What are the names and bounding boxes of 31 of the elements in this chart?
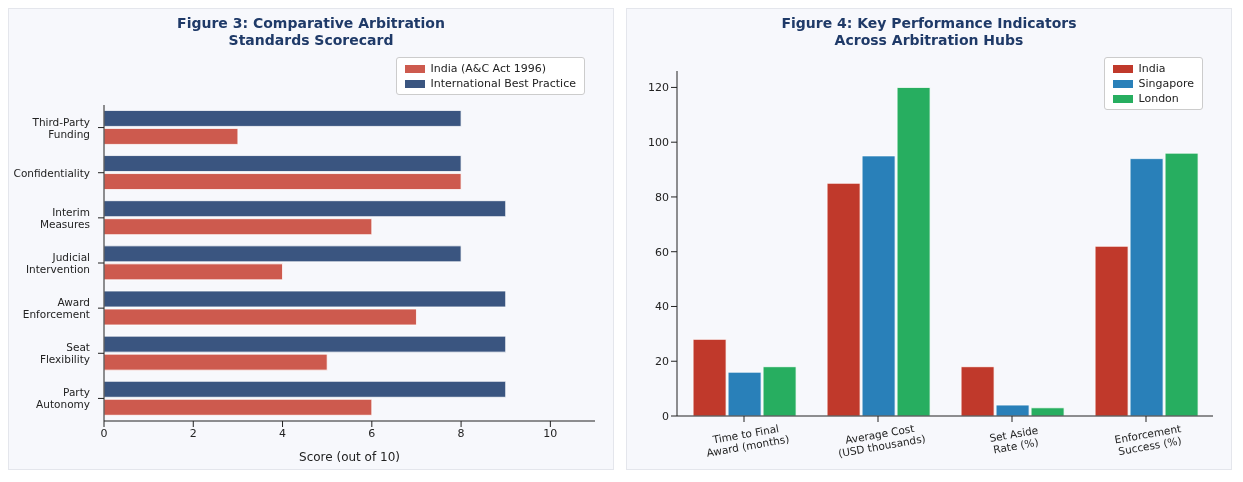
y-tick-label: Interim Measures [39,205,90,230]
x-axis-title: Score (out of 10) [299,450,400,464]
legend-label: Singapore [1138,76,1194,91]
y-tick-label: 120 [648,81,669,95]
legend-label: London [1138,91,1179,106]
y-tick-label: 20 [655,355,669,369]
x-tick-label: 8 [457,426,465,440]
y-tick-label: Party Autonomy [36,386,90,411]
x-tick-label: Set Aside Rate (%) [988,423,1040,456]
x-tick-label: 6 [368,426,376,440]
chart-title: Figure 4: Key Performance Indicators Across Arbitration Hubs [780,15,1078,49]
legend-label: India [1138,61,1166,76]
y-tick-label: Judicial Intervention [25,251,90,275]
y-tick-label: 80 [655,190,669,204]
legend-label: International Best Practice [430,76,576,91]
y-tick-label: Confidentiality [13,166,90,179]
y-tick-label: Third-Party Funding [31,115,90,140]
x-tick-label: 10 [543,426,558,440]
y-tick-label: 40 [655,300,669,314]
y-tick-label: Seat Flexibility [39,341,90,366]
x-tick-label: Time to Final Award (months) [705,422,791,459]
y-tick-label: 0 [662,409,669,423]
x-tick-label: 4 [279,426,287,440]
x-tick-label: 0 [100,426,108,440]
chart-title: Figure 3: Comparative Arbitration Standards Scorecard [176,15,446,49]
x-tick-label: Average Cost (USD thousands) [837,421,927,460]
x-tick-label: 2 [189,426,197,440]
y-tick-label: 60 [655,245,669,259]
y-tick-label: 100 [648,136,669,150]
y-tick-label: Award Enforcement [22,296,90,321]
legend-label: India (A&C Act 1996) [430,61,547,76]
